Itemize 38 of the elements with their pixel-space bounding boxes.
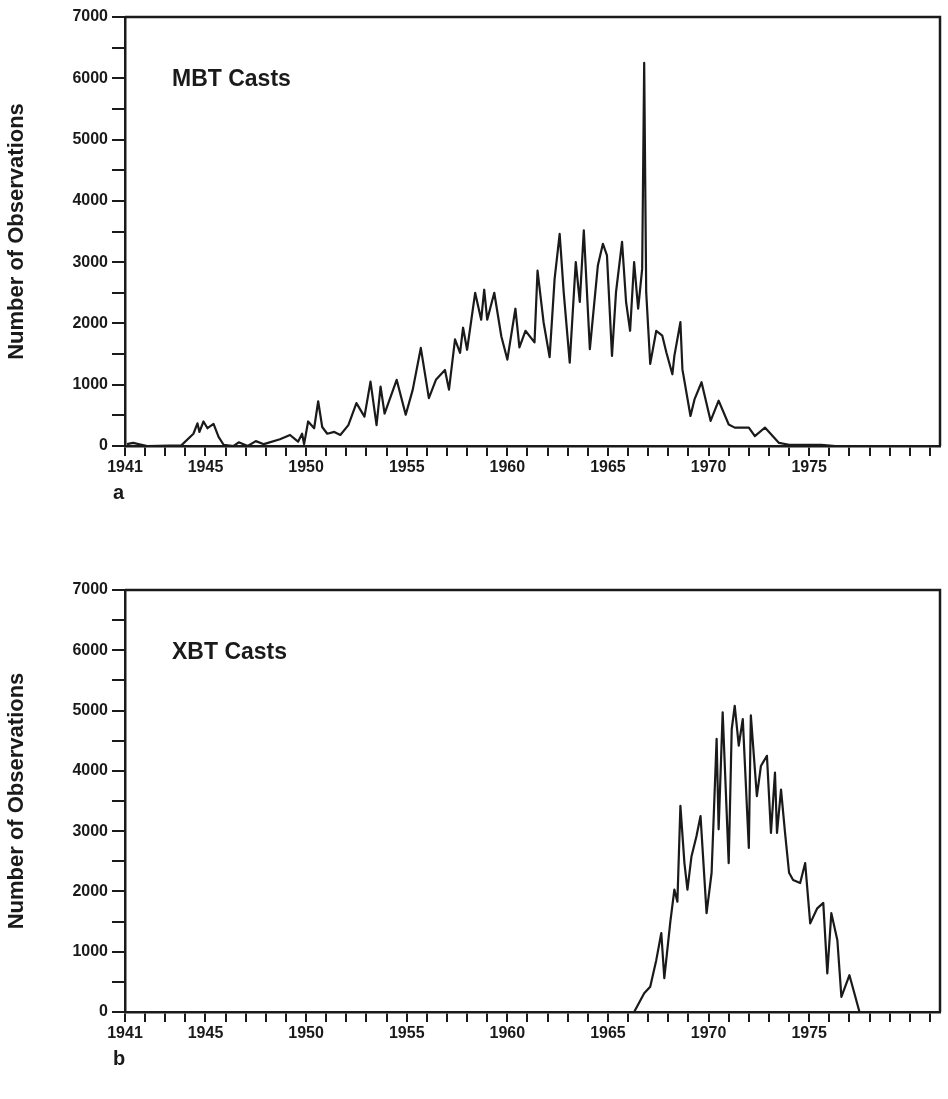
text: b bbox=[113, 1046, 126, 1069]
x-tick-label: 1945 bbox=[187, 458, 224, 476]
text: XBT Casts bbox=[172, 638, 288, 665]
x-tick-label: 1965 bbox=[590, 458, 626, 476]
x-tick-label: 1950 bbox=[288, 458, 325, 476]
y-tick-label: 3000 bbox=[72, 821, 109, 839]
y-tick-label: 3000 bbox=[72, 252, 109, 270]
y-tick-label: 5000 bbox=[72, 700, 109, 718]
x-tick-label: 1970 bbox=[690, 1024, 727, 1042]
y-tick-label: 1000 bbox=[72, 375, 109, 393]
y-tick-label: 2000 bbox=[72, 881, 109, 899]
text: MBT Casts bbox=[172, 65, 291, 92]
y-tick-label: 1000 bbox=[72, 942, 109, 960]
y-tick-label: 7000 bbox=[72, 7, 109, 25]
y-tick-label: 5000 bbox=[72, 129, 109, 147]
y-tick-label: 0 bbox=[99, 1002, 109, 1020]
x-tick-label: 1975 bbox=[791, 1024, 828, 1042]
x-tick-label: 1941 bbox=[107, 1024, 143, 1042]
x-tick-label: 1955 bbox=[388, 1024, 425, 1042]
x-tick-label: 1955 bbox=[388, 458, 425, 476]
text: a bbox=[113, 480, 125, 503]
x-tick-label: 1960 bbox=[489, 1024, 526, 1042]
x-tick-label: 1970 bbox=[690, 458, 727, 476]
y-tick-label: 7000 bbox=[72, 580, 109, 598]
x-tick-label: 1965 bbox=[590, 1024, 626, 1042]
y-tick-label: 4000 bbox=[72, 191, 109, 209]
x-tick-label: 1960 bbox=[489, 458, 526, 476]
y-axis-title: Number of Observations bbox=[3, 103, 29, 360]
y-tick-label: 4000 bbox=[72, 761, 109, 779]
x-tick-label: 1950 bbox=[288, 1024, 325, 1042]
x-tick-label: 1945 bbox=[187, 1024, 224, 1042]
y-tick-label: 0 bbox=[99, 436, 109, 454]
y-tick-label: 6000 bbox=[72, 68, 109, 86]
x-tick-label: 1975 bbox=[791, 458, 828, 476]
y-tick-label: 2000 bbox=[72, 313, 109, 331]
y-axis-title: Number of Observations bbox=[3, 672, 29, 930]
y-tick-label: 6000 bbox=[72, 640, 109, 658]
x-tick-label: 1941 bbox=[107, 458, 143, 476]
